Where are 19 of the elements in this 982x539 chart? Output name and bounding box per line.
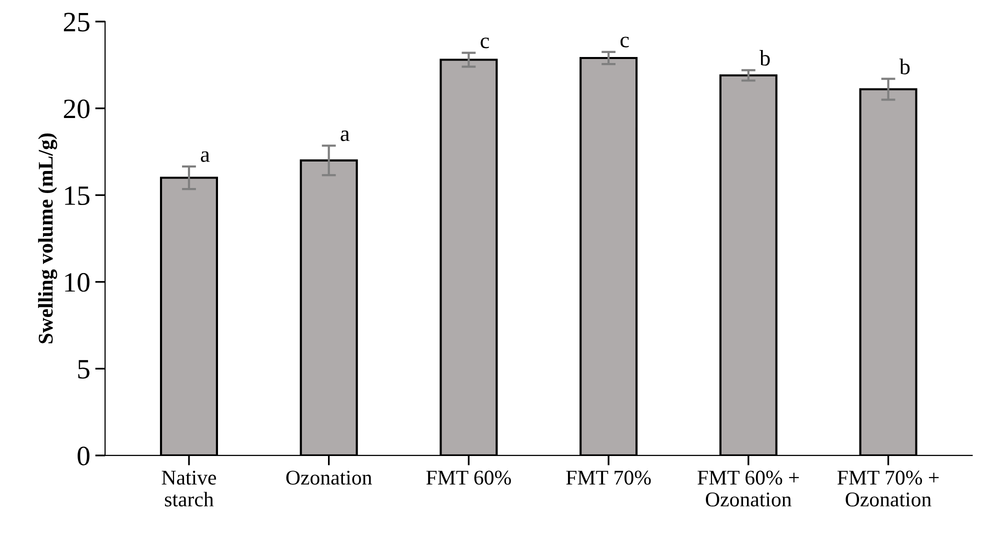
- y-tick-label: 0: [78, 446, 90, 466]
- y-tick-label: 10: [65, 273, 90, 292]
- y-tick-label: 25: [64, 12, 90, 32]
- annotation: b: [899, 58, 910, 74]
- annotation: c: [620, 36, 629, 48]
- x-tick-label: FMT 60% + Ozonation: [698, 470, 799, 506]
- annotation: b: [760, 50, 770, 66]
- x-tick-label: FMT 60%: [426, 470, 511, 485]
- x-tick-label: FMT 70%: [566, 470, 651, 485]
- x-tick-label: Native starch: [162, 470, 216, 506]
- annotation: a: [200, 151, 210, 162]
- y-axis-title: Swelling volume (mL/g): [38, 134, 58, 344]
- y-tick-label: 15: [65, 186, 90, 206]
- y-tick-label: 20: [64, 100, 90, 118]
- x-tick-label: FMT 70% + Ozonation: [837, 470, 939, 506]
- x-tick-label: Ozonation: [286, 470, 372, 485]
- y-tick-label: 5: [78, 360, 90, 379]
- annotation: c: [480, 38, 489, 48]
- annotation: a: [340, 130, 350, 142]
